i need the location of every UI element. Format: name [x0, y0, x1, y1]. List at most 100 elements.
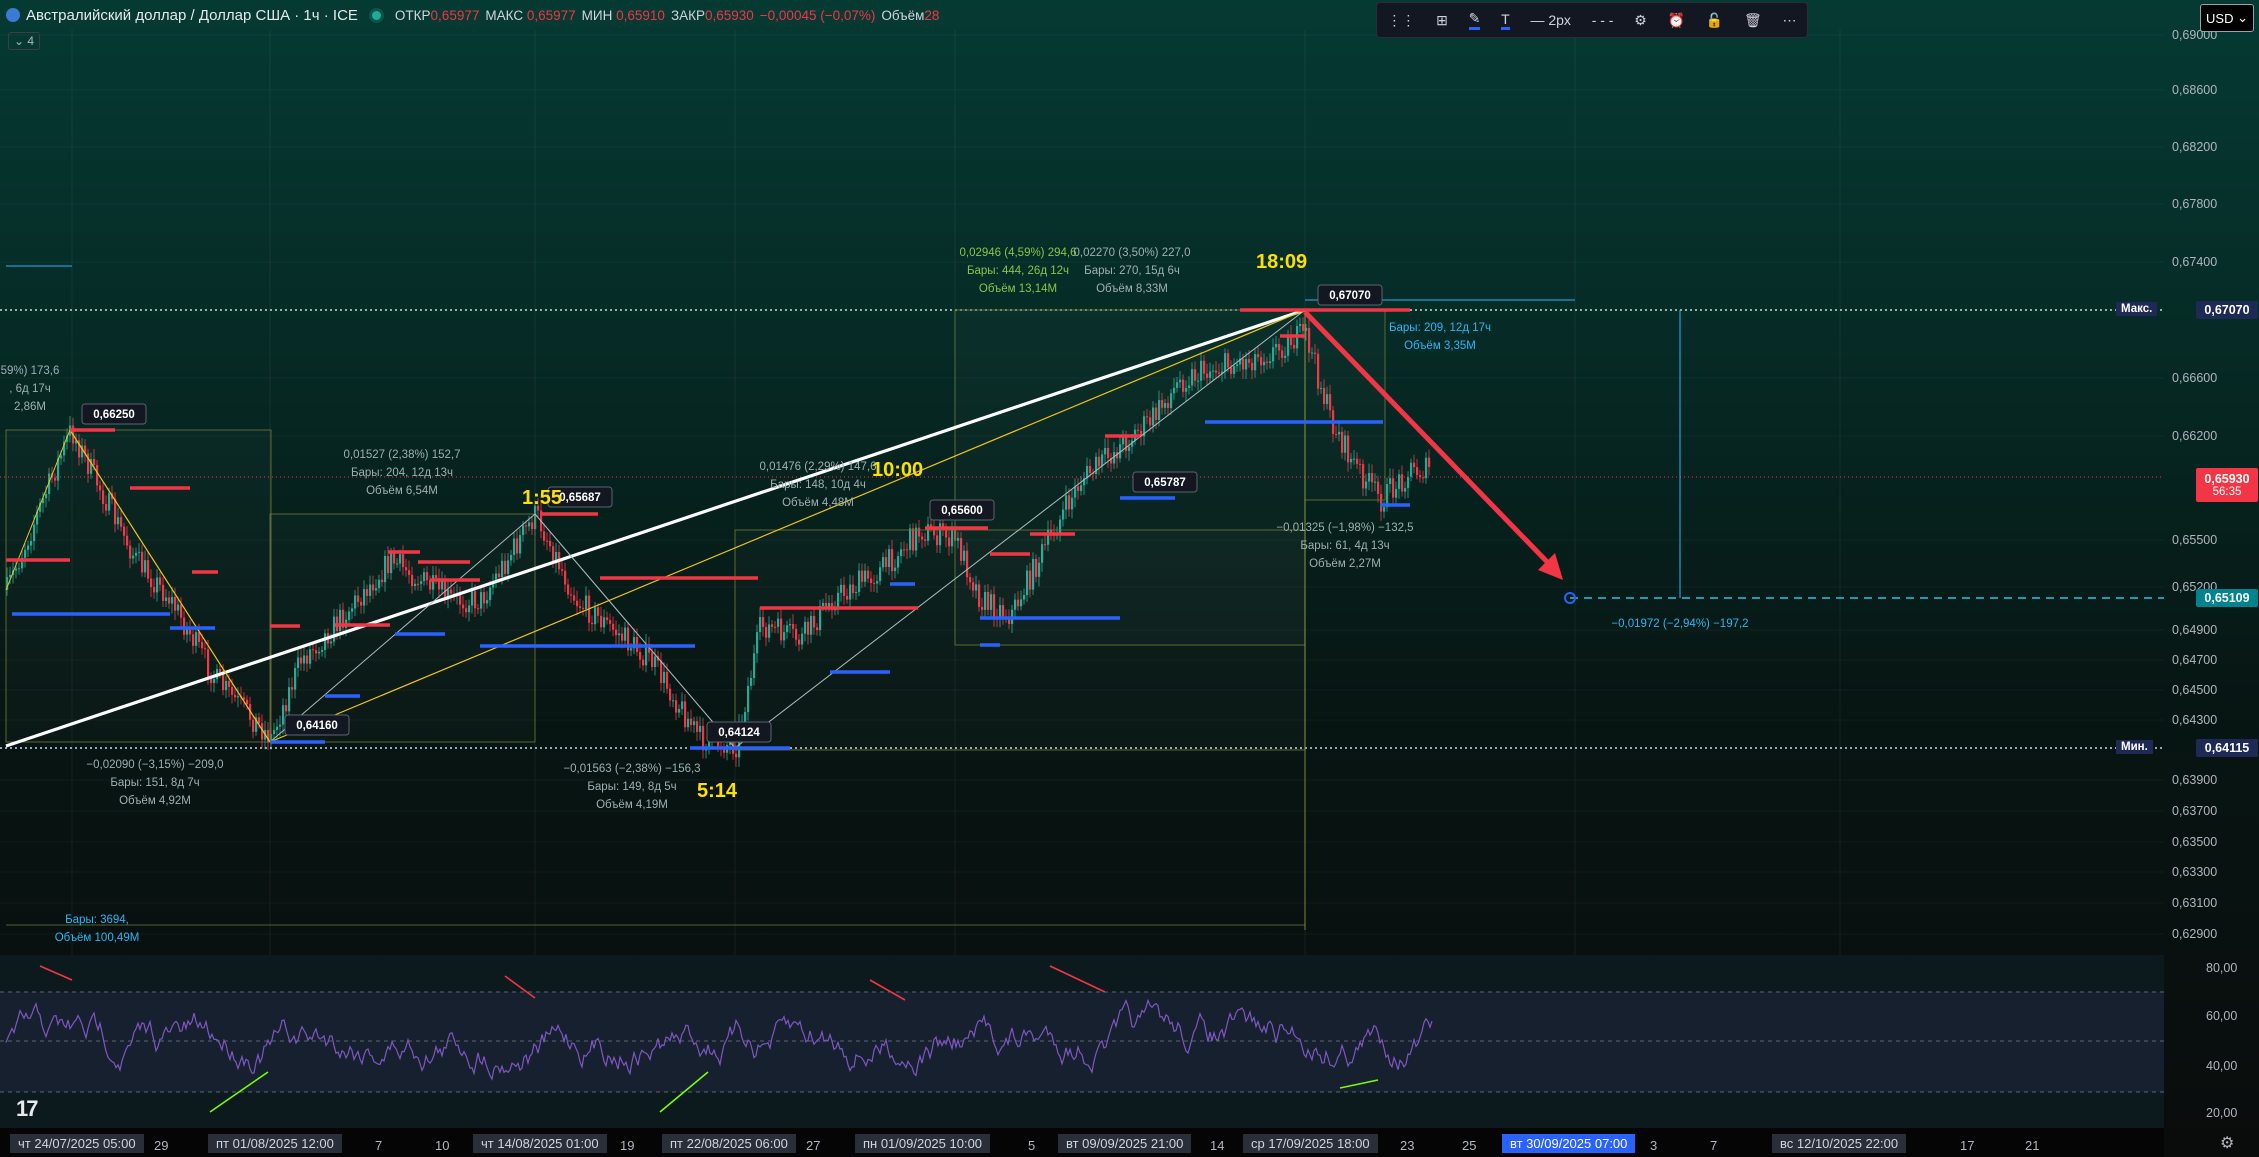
- candle-body: [351, 608, 354, 612]
- candle-body: [372, 584, 375, 591]
- candle-body: [522, 525, 525, 536]
- candle-body: [555, 552, 558, 564]
- candle-body: [870, 578, 873, 584]
- lock-icon[interactable]: 🔓: [1705, 11, 1724, 28]
- candle-body: [783, 632, 786, 641]
- drag-handle-icon[interactable]: ⋮⋮: [1387, 11, 1416, 28]
- ohlc-high: МАКС 0,65977: [485, 7, 576, 23]
- price-label-text: 0,67070: [1329, 290, 1371, 302]
- candle-body: [951, 527, 954, 547]
- price-label-box: [1317, 284, 1383, 306]
- alert-icon[interactable]: ⏰: [1667, 11, 1685, 28]
- candle-body: [477, 608, 480, 610]
- symbol-title[interactable]: Австралийский доллар / Доллар США · 1ч ·…: [26, 6, 358, 24]
- candle-body: [1152, 407, 1155, 426]
- candle-body: [177, 604, 180, 611]
- candle-body: [579, 606, 582, 608]
- candle-body: [531, 522, 534, 530]
- candle-body: [1419, 475, 1422, 478]
- candle-body: [186, 627, 189, 635]
- candle-body: [459, 593, 462, 605]
- line-color-icon[interactable]: ✎: [1468, 10, 1481, 30]
- candle-body: [486, 600, 489, 604]
- candle-body: [192, 634, 195, 646]
- candle-body: [405, 567, 408, 571]
- settings-icon[interactable]: ⚙: [1634, 11, 1647, 28]
- measure-label: −0,02090 (−3,15%) −209,0: [86, 759, 223, 771]
- candle-body: [1167, 403, 1170, 408]
- candle-body: [213, 679, 216, 684]
- candle-body: [1143, 416, 1146, 437]
- rsi-pane[interactable]: [0, 955, 2164, 1128]
- candle-body: [1251, 362, 1254, 371]
- candle-body: [1350, 458, 1353, 463]
- candle-body: [1182, 379, 1185, 392]
- candle-body: [168, 597, 171, 604]
- candle-body: [621, 633, 624, 641]
- line-style-icon[interactable]: - - -: [1591, 12, 1614, 28]
- candle-body: [312, 649, 315, 651]
- candle-body: [1026, 570, 1029, 596]
- forecast-arrowhead: [1538, 553, 1563, 580]
- candle-body: [567, 584, 570, 595]
- measure-label: Бары: 270, 15д 6ч: [1084, 265, 1180, 277]
- candle-body: [1110, 457, 1113, 464]
- tradingview-logo-icon[interactable]: 17: [16, 1096, 39, 1121]
- candle-body: [300, 657, 303, 664]
- measure-label: Объём 4,48M: [782, 497, 854, 509]
- candle-body: [297, 657, 300, 668]
- template-icon[interactable]: ⊞: [1436, 11, 1448, 28]
- candle-body: [87, 453, 90, 474]
- candle-body: [1401, 474, 1404, 492]
- price-axis[interactable]: 0,69000 0,68600 0,68200 0,67800 0,67400 0,666…: [2164, 0, 2259, 1157]
- candle-body: [597, 607, 600, 616]
- candle-body: [603, 617, 606, 628]
- rsi-divergence: [869, 979, 906, 1001]
- candle-body: [1146, 416, 1149, 418]
- candle-body: [1365, 481, 1368, 489]
- measure-label: Бары: 149, 8д 5ч: [587, 781, 676, 793]
- currency-select[interactable]: USD ⌄: [2200, 4, 2254, 32]
- candle-body: [333, 616, 336, 642]
- candle-body: [1272, 347, 1275, 362]
- candle-body: [1119, 444, 1122, 459]
- line-width-button[interactable]: — 2px: [1530, 12, 1571, 28]
- candle-body: [972, 582, 975, 591]
- candle-body: [432, 575, 435, 590]
- candle-body: [414, 583, 417, 587]
- candle-body: [1218, 372, 1221, 374]
- more-icon[interactable]: ⋯: [1782, 11, 1797, 28]
- candle-body: [1002, 605, 1005, 617]
- candle-body: [288, 687, 291, 712]
- candle-body: [1032, 558, 1035, 590]
- chart-settings-icon[interactable]: ⚙: [2220, 1135, 2235, 1152]
- candle-body: [495, 573, 498, 583]
- candle-body: [1290, 334, 1293, 346]
- candle-body: [1098, 456, 1101, 467]
- time-axis[interactable]: чт 24/07/2025 05:00 29 пт 01/08/2025 12:00…: [0, 1128, 2164, 1157]
- candle-body: [1227, 353, 1230, 368]
- price-tick: 0,67800: [2172, 197, 2218, 211]
- candle-body: [840, 584, 843, 593]
- price-tick: 0,63100: [2172, 896, 2218, 910]
- candle-body: [582, 607, 585, 609]
- price-tick: 0,68600: [2172, 83, 2218, 97]
- candle-body: [723, 748, 726, 753]
- candle-body: [444, 581, 447, 600]
- indicators-collapse-button[interactable]: ⌄ 4: [8, 32, 41, 50]
- measure-label: Бары: 61, 4д 13ч: [1300, 540, 1389, 552]
- candle-body: [756, 632, 759, 654]
- delete-icon[interactable]: 🗑: [1743, 11, 1762, 28]
- text-color-icon[interactable]: T: [1501, 11, 1510, 30]
- candle-body: [1131, 440, 1134, 447]
- candle-body: [1065, 495, 1068, 510]
- candle-body: [1092, 472, 1095, 474]
- candle-body: [1020, 599, 1023, 607]
- target-point[interactable]: [1564, 592, 1576, 604]
- candle-body: [294, 667, 297, 690]
- price-chart[interactable]: 0,66250 0,64160 0,65687 0,64124 0,65600 0,657…: [0, 0, 2164, 1128]
- candle-body: [114, 499, 117, 525]
- ohlc-open: ОТКР0,65977: [394, 7, 480, 23]
- candle-body: [864, 570, 867, 582]
